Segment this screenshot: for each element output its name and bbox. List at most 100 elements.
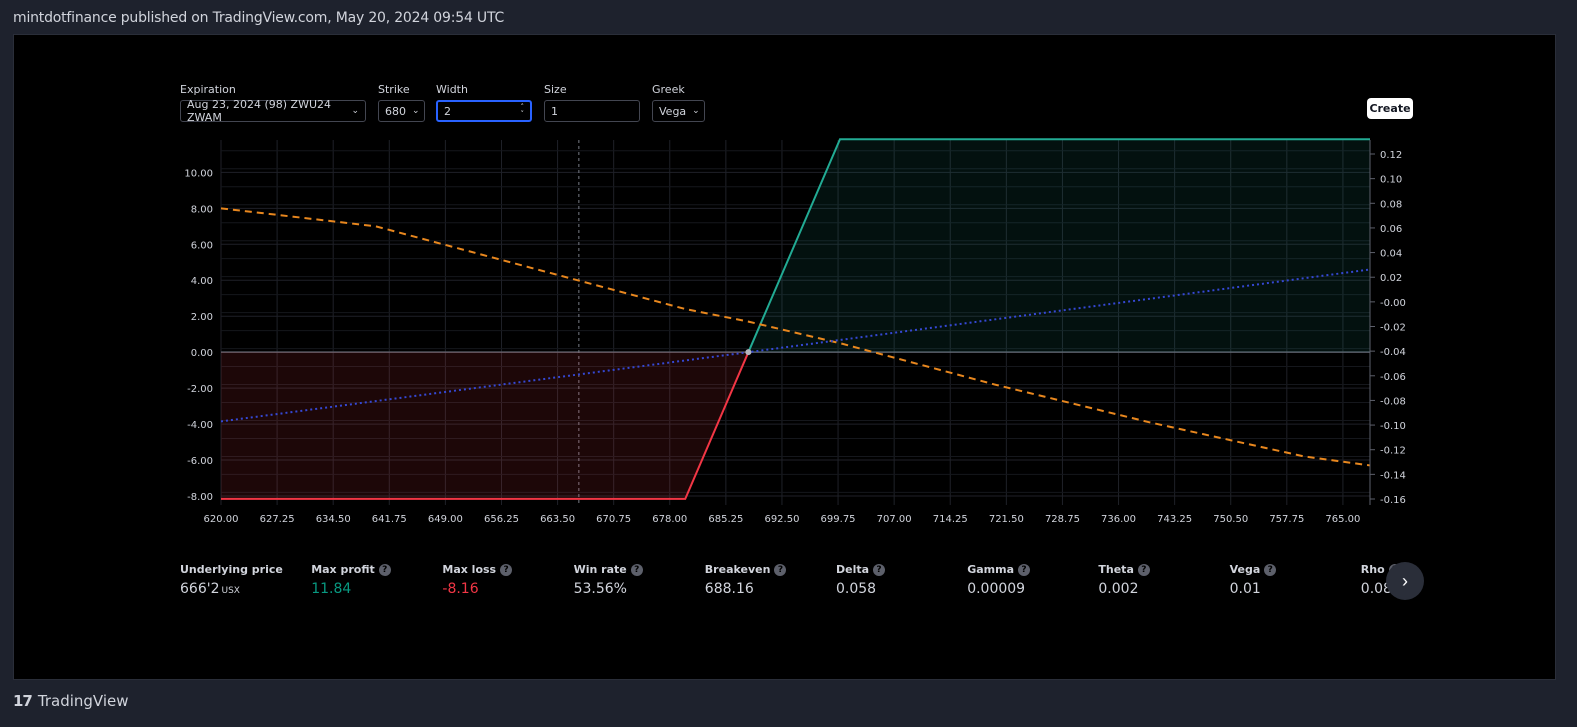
y-left-tick-label: -2.00 <box>187 384 213 395</box>
x-tick-label: 685.25 <box>708 514 743 525</box>
expiration-value: Aug 23, 2024 (98) ZWU24 ZWAM <box>187 98 331 124</box>
width-control: Width 2 ˄ ˅ <box>436 83 532 122</box>
stat-value-text: 53.56% <box>573 581 627 597</box>
x-axis: 620.00 627.25 634.50 641.75 649.00 656.25 663.… <box>204 514 1361 525</box>
stat-value-text: 0.00009 <box>967 581 1026 597</box>
stat-label: Vega? <box>1230 563 1277 576</box>
y-left-axis: 10.00 8.00 6.00 4.00 2.00 0.00 -2.00 -4.00 -6.00… <box>184 168 213 503</box>
strike-select[interactable]: 680 ⌄ <box>378 100 425 122</box>
breakeven-point <box>745 349 752 356</box>
stat-value: 53.56% <box>574 581 643 597</box>
help-icon[interactable]: ? <box>500 563 513 576</box>
width-label: Width <box>436 83 468 96</box>
y-left-tick-label: 0.00 <box>191 348 213 359</box>
x-tick-label: 634.50 <box>316 514 351 525</box>
help-icon[interactable]: ? <box>1137 563 1150 576</box>
stat-label-text: Rho <box>1360 563 1385 576</box>
footer: 17 TradingView <box>13 692 129 710</box>
stat-value: 0.002 <box>1098 581 1149 597</box>
stat-label-text: Underlying price <box>180 563 283 576</box>
y-right-tick-label: -0.04 <box>1380 347 1406 358</box>
stat-label: Gamma? <box>967 563 1030 576</box>
help-icon[interactable]: ? <box>774 563 787 576</box>
y-left-tick-label: 10.00 <box>184 168 213 179</box>
greek-label: Greek <box>652 83 685 96</box>
payoff-loss-line <box>221 351 750 500</box>
help-icon[interactable]: ? <box>873 563 886 576</box>
stat-unit: USX <box>221 586 240 596</box>
size-input[interactable]: 1 <box>544 100 640 122</box>
create-button[interactable]: Create <box>1367 98 1413 119</box>
x-tick-label: 707.00 <box>877 514 912 525</box>
help-icon[interactable]: ? <box>630 563 643 576</box>
help-icon[interactable]: ? <box>1264 563 1277 576</box>
size-label: Size <box>544 83 567 96</box>
y-right-tick-label: 0.12 <box>1380 150 1402 161</box>
stepper-icon[interactable]: ˄ ˅ <box>520 103 525 118</box>
stats-bar: Underlying price 666'2 USX Max profit? 11.84… <box>180 563 1400 603</box>
size-control: Size 1 <box>544 83 640 122</box>
stat-value: 0.01 <box>1230 581 1277 597</box>
widget-frame: Expiration Aug 23, 2024 (98) ZWU24 ZWAM … <box>13 34 1556 680</box>
x-tick-label: 678.00 <box>652 514 687 525</box>
stat-value: 0.08 <box>1361 581 1400 597</box>
strike-value: 680 <box>385 104 406 118</box>
next-stats-button[interactable]: › <box>1386 562 1424 600</box>
stat-label-text: Delta <box>836 563 870 576</box>
stat-value: 0.058 <box>836 581 885 597</box>
x-tick-label: 663.50 <box>540 514 575 525</box>
y-right-tick-label: 0.06 <box>1380 224 1402 235</box>
stat-value: 11.84 <box>311 581 391 597</box>
x-tick-label: 765.00 <box>1325 514 1360 525</box>
publication-header: mintdotfinance published on TradingView.… <box>13 10 505 26</box>
expiration-label: Expiration <box>180 83 236 96</box>
help-icon[interactable]: ? <box>378 563 391 576</box>
strike-control: Strike 680 ⌄ <box>378 83 425 122</box>
y-right-tick-label: 0.10 <box>1380 175 1402 186</box>
stat-value: -8.16 <box>442 581 512 597</box>
x-tick-label: 743.25 <box>1157 514 1192 525</box>
loss-area <box>221 352 749 499</box>
stat-label: Max profit? <box>311 563 391 576</box>
profit-area <box>748 139 1370 353</box>
x-tick-label: 656.25 <box>484 514 519 525</box>
y-right-tick-label: -0.06 <box>1380 372 1406 383</box>
x-tick-label: 620.00 <box>204 514 239 525</box>
y-left-tick-label: 2.00 <box>191 312 213 323</box>
expiration-control: Expiration Aug 23, 2024 (98) ZWU24 ZWAM … <box>180 83 366 124</box>
y-left-tick-label: 8.00 <box>191 204 213 215</box>
y-right-tick-label: -0.10 <box>1380 421 1406 432</box>
help-icon[interactable]: ? <box>1018 563 1030 576</box>
stat-item: Underlying price 666'2 USX <box>180 563 283 597</box>
strike-label: Strike <box>378 83 410 96</box>
chart-grid <box>220 140 1370 505</box>
stat-value-text: 11.84 <box>311 581 352 597</box>
y-left-tick-label: -4.00 <box>187 420 213 431</box>
stat-label-text: Max loss <box>442 563 497 576</box>
stat-label-text: Theta <box>1098 563 1134 576</box>
y-right-tick-label: -0.08 <box>1380 396 1406 407</box>
stat-label: Win rate? <box>574 563 643 576</box>
stat-label-text: Vega <box>1229 563 1261 576</box>
y-left-tick-label: -8.00 <box>187 492 213 503</box>
x-tick-label: 641.75 <box>372 514 407 525</box>
stat-label-text: Gamma <box>967 563 1014 576</box>
stat-value-text: -8.16 <box>442 581 479 597</box>
tradingview-logo: 17 <box>13 692 33 710</box>
width-value: 2 <box>444 104 451 118</box>
greek-select[interactable]: Vega ⌄ <box>652 100 705 122</box>
y-right-tick-label: 0.08 <box>1380 199 1402 210</box>
expiration-select[interactable]: Aug 23, 2024 (98) ZWU24 ZWAM ⌄ <box>180 98 366 124</box>
stat-value-text: 0.058 <box>836 581 877 597</box>
x-tick-label: 757.75 <box>1269 514 1304 525</box>
y-right-axis: 0.12 0.10 0.08 0.06 0.04 0.02 -0.00 -0.02 -0.04 -… <box>1369 140 1406 506</box>
stat-item: Breakeven? 688.16 <box>705 563 787 597</box>
y-left-tick-label: 6.00 <box>191 240 213 251</box>
width-input[interactable]: 2 ˄ ˅ <box>436 100 532 122</box>
stat-label: Theta? <box>1098 563 1150 576</box>
stat-label: Max loss? <box>442 563 513 576</box>
greek-dashed-line <box>220 207 1371 467</box>
stat-label-text: Max profit <box>311 563 375 576</box>
x-tick-label: 736.00 <box>1101 514 1136 525</box>
stat-label: Breakeven? <box>705 563 787 576</box>
